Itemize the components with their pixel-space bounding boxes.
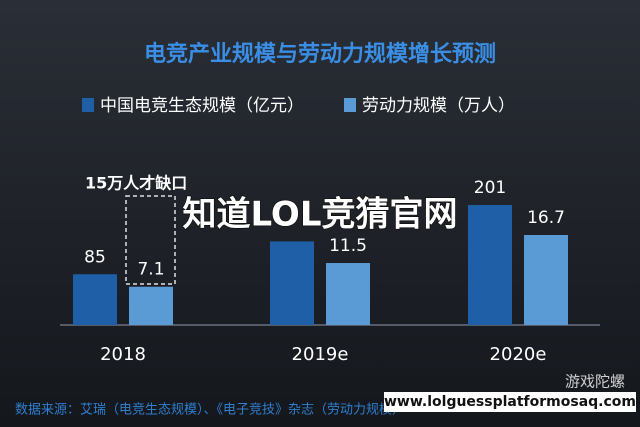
- watermark: 游戏陀螺: [565, 373, 625, 391]
- bar: [524, 235, 568, 325]
- bar: [129, 286, 173, 325]
- bar: [73, 274, 117, 325]
- annotation: 15万人才缺口: [85, 174, 187, 193]
- value-label: 7.1: [137, 260, 164, 280]
- value-label: 16.7: [527, 208, 565, 228]
- url: www.lolguessplatformosaq.com: [384, 394, 636, 410]
- legend-swatch: [344, 98, 356, 112]
- legend-label: 劳动力规模（万人）: [362, 96, 515, 116]
- bar: [468, 205, 512, 325]
- overlay-text: 知道LOL竞猜官网: [182, 195, 457, 235]
- source: 数据来源：艾瑞（电竞生态规模）、《电子竞技》杂志（劳动力规模）: [15, 402, 405, 418]
- gap-box: [125, 195, 176, 285]
- legend-swatch: [82, 98, 94, 112]
- x-tick-label: 2019e: [292, 344, 349, 365]
- value-label: 201: [474, 178, 506, 198]
- chart-title: 电竞产业规模与劳动力规模增长预测: [144, 41, 496, 67]
- legend-label: 中国电竞生态规模（亿元）: [100, 96, 304, 116]
- x-tick-label: 2020e: [490, 344, 547, 365]
- bar: [326, 263, 370, 325]
- bar: [270, 241, 314, 325]
- value-label: 11.5: [329, 236, 367, 256]
- x-tick-label: 2018: [100, 344, 146, 365]
- url-box: [384, 392, 636, 412]
- value-label: 85: [84, 247, 106, 267]
